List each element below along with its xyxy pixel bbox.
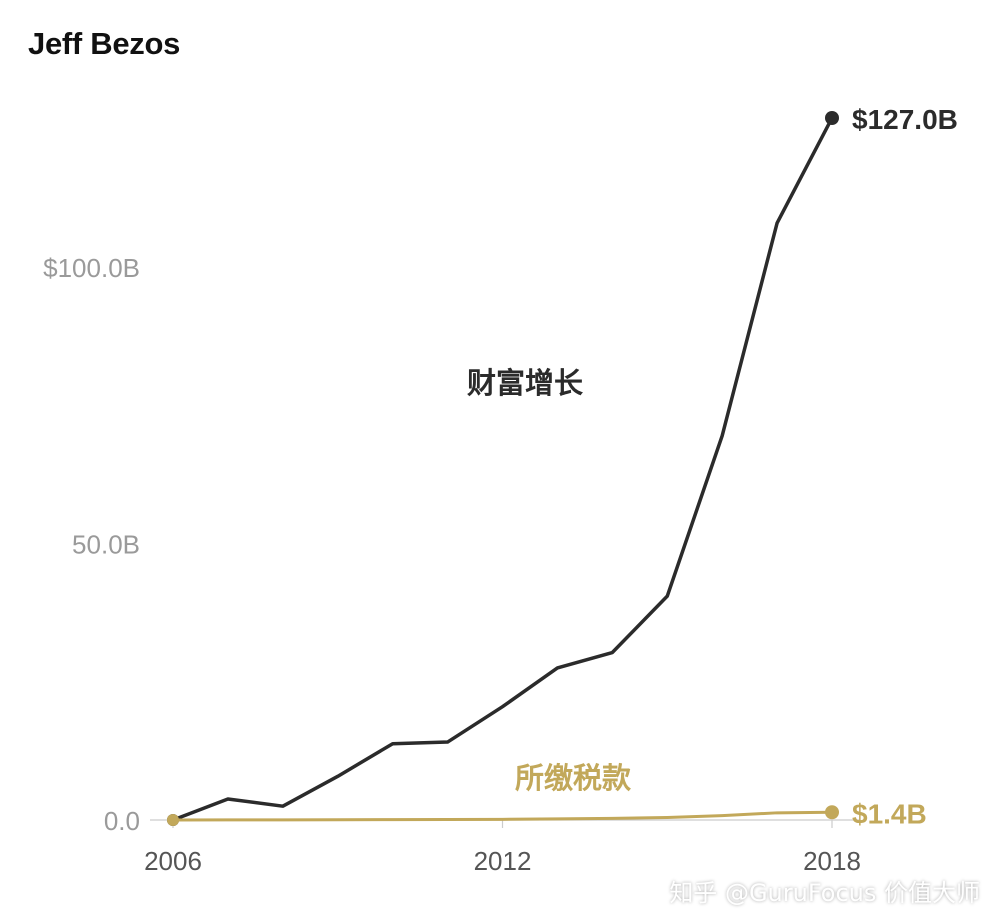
series-name-label: 所缴税款 [515,761,632,795]
x-tick-label: 2006 [144,846,202,876]
y-tick-label: $100.0B [43,253,140,283]
series-end-point [825,805,839,820]
chart-title: Jeff Bezos [28,26,181,61]
series-end-point [825,111,839,125]
series-end-label: $1.4B [852,798,927,829]
y-tick-label: 50.0B [72,530,140,560]
watermark: 知乎 @GuruFocus 价值大师 [669,879,980,907]
y-tick-label: 0.0 [104,806,140,836]
x-tick-label: 2012 [474,846,532,876]
tax-line [171,810,834,822]
series-start-point [167,814,179,826]
series-name-label: 财富增长 [467,366,584,400]
wealth-line [171,116,834,822]
series-end-label: $127.0B [852,104,958,135]
x-tick-label: 2018 [803,846,861,876]
